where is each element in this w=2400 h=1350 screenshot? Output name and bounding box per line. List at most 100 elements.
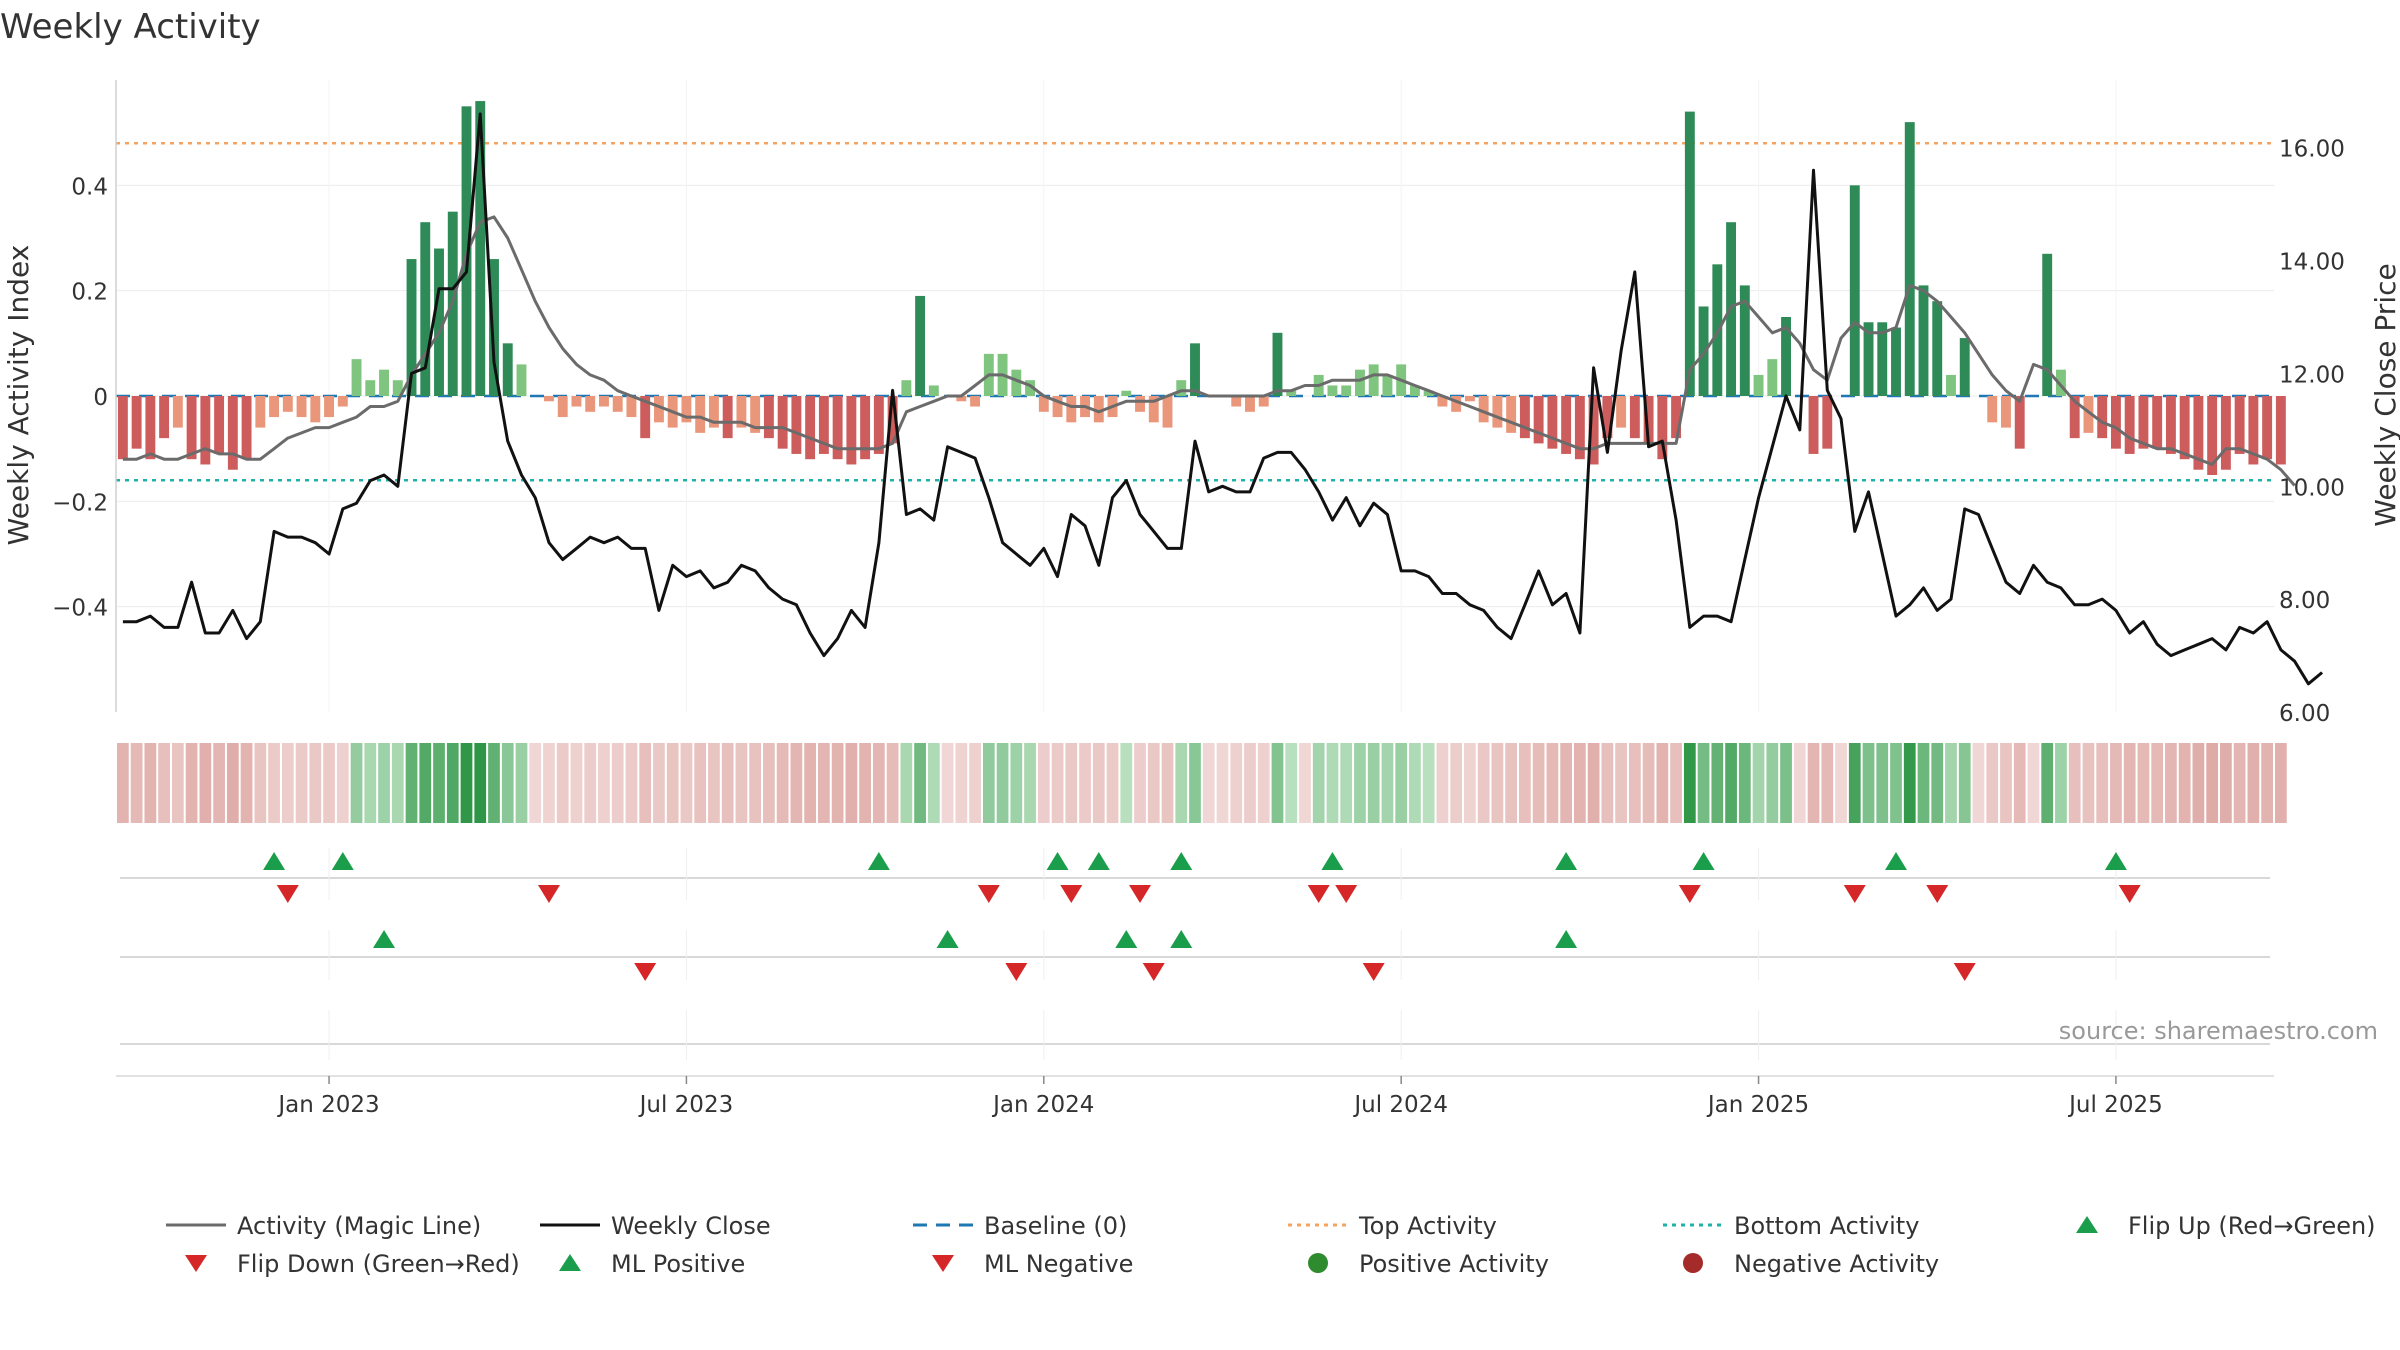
activity-bar (1946, 375, 1956, 396)
heat-cell (2000, 743, 2012, 823)
heat-cell (1560, 743, 1572, 823)
activity-bar (1822, 396, 1832, 449)
ml-negative-marker (634, 963, 656, 981)
heat-cell (378, 743, 390, 823)
activity-bar (173, 396, 183, 428)
heat-cell (419, 743, 431, 823)
heat-cell (1904, 743, 1916, 823)
activity-bar (324, 396, 334, 417)
activity-bar (1891, 328, 1901, 396)
activity-bar (1328, 385, 1338, 396)
activity-bar (118, 396, 128, 459)
activity-bar (1382, 375, 1392, 396)
activity-bar (283, 396, 293, 412)
heat-cell (1217, 743, 1229, 823)
activity-bar (1369, 364, 1379, 396)
heat-cell (282, 743, 294, 823)
heat-cell (1959, 743, 1971, 823)
activity-bar (1465, 396, 1475, 401)
heat-cell (1643, 743, 1655, 823)
heat-cell (1327, 743, 1339, 823)
heat-cell (1079, 743, 1091, 823)
activity-bar (1066, 396, 1076, 422)
activity-bar (1767, 359, 1777, 396)
activity-bar (778, 396, 788, 449)
activity-bar (2097, 396, 2107, 438)
activity-bar (1506, 396, 1516, 433)
y-tick-label-left: −0.2 (52, 490, 108, 516)
legend-swatch-triangle-up (559, 1254, 581, 1271)
activity-heat-strip (117, 743, 2287, 823)
ml-negative-marker (1005, 963, 1027, 981)
activity-bar (338, 396, 348, 407)
heat-cell (928, 743, 940, 823)
flip-up-marker (1555, 852, 1577, 870)
legend-item: ML Negative (932, 1250, 1133, 1278)
heat-cell (1010, 743, 1022, 823)
y-tick-label-left: 0.2 (71, 280, 108, 306)
flip-down-marker (1926, 885, 1948, 903)
legend-item: Positive Activity (1308, 1250, 1549, 1278)
activity-bar (310, 396, 320, 422)
heat-cell (529, 743, 541, 823)
activity-bar (585, 396, 595, 412)
heat-cell (227, 743, 239, 823)
activity-bar (297, 396, 307, 417)
legend-item: ML Positive (559, 1250, 745, 1278)
activity-bar (1245, 396, 1255, 412)
flip-down-marker (1129, 885, 1151, 903)
activity-bar (1932, 301, 1942, 396)
heat-cell (1065, 743, 1077, 823)
heat-cell (2138, 743, 2150, 823)
heat-cell (791, 743, 803, 823)
y-tick-label-right: 10.00 (2279, 475, 2345, 501)
heat-cell (2234, 743, 2246, 823)
activity-bar (1919, 285, 1929, 396)
activity-bar (1273, 333, 1283, 396)
heat-cell (2165, 743, 2177, 823)
legend-swatch-triangle-up (2076, 1216, 2098, 1233)
activity-bar (1520, 396, 1530, 438)
heat-cell (598, 743, 610, 823)
heat-cell (639, 743, 651, 823)
legend-label: Negative Activity (1734, 1250, 1939, 1278)
y-tick-label-right: 8.00 (2279, 588, 2330, 614)
activity-bar (352, 359, 362, 396)
x-tick-label: Jan 2023 (276, 1092, 379, 1118)
heat-cell (1052, 743, 1064, 823)
flip-up-marker (1088, 852, 1110, 870)
x-tick-label: Jul 2025 (2067, 1092, 2163, 1118)
heat-cell (1423, 743, 1435, 823)
heat-cell (2083, 743, 2095, 823)
source-credit: source: sharemaestro.com (2059, 1017, 2378, 1045)
heat-cell (1340, 743, 1352, 823)
y-axis-label-left: Weekly Activity Index (2, 245, 35, 546)
activity-bar (1809, 396, 1819, 454)
heat-cell (1120, 743, 1132, 823)
ml-negative-marker (1954, 963, 1976, 981)
activity-bar (2221, 396, 2231, 470)
heat-cell (241, 743, 253, 823)
heat-cell (351, 743, 363, 823)
activity-bar (1616, 396, 1626, 428)
heat-cell (1821, 743, 1833, 823)
activity-bar (1905, 122, 1915, 396)
legend-swatch-circle (1308, 1253, 1328, 1273)
heat-cell (2110, 743, 2122, 823)
heat-cell (1093, 743, 1105, 823)
flip-down-marker (1335, 885, 1357, 903)
activity-bar (2262, 396, 2272, 459)
activity-bar (901, 380, 911, 396)
heat-cell (969, 743, 981, 823)
heat-cell (681, 743, 693, 823)
heat-cell (612, 743, 624, 823)
x-tick-label: Jul 2023 (638, 1092, 734, 1118)
heat-cell (2220, 743, 2232, 823)
chart-title: Weekly Activity (0, 7, 261, 47)
heat-cell (708, 743, 720, 823)
heat-cell (1547, 743, 1559, 823)
heat-cell (1519, 743, 1531, 823)
activity-bar (2235, 396, 2245, 454)
heat-cell (942, 743, 954, 823)
ml-positive-marker (373, 930, 395, 948)
